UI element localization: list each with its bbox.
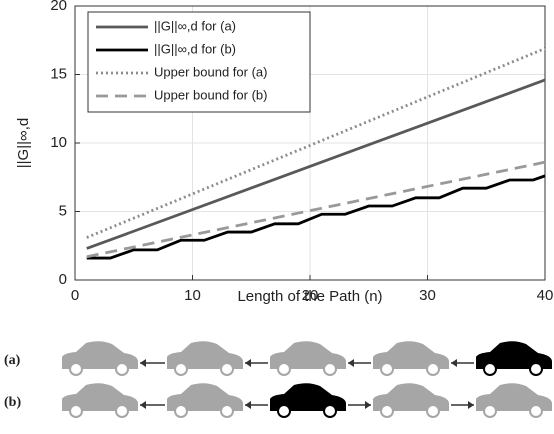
y-tick-label: 0	[59, 271, 67, 288]
series-line	[86, 174, 546, 260]
car	[270, 341, 346, 369]
car-wheel	[174, 404, 188, 418]
car-wheel	[483, 362, 497, 376]
legend-label: ||G||∞,d for (b)	[154, 41, 236, 56]
car	[373, 341, 449, 369]
arrow-head	[245, 401, 251, 409]
y-tick-label: 20	[50, 0, 67, 14]
legend-label: Upper bound for (b)	[154, 87, 267, 102]
row-label: (a)	[4, 353, 21, 368]
car	[167, 341, 243, 369]
car-wheel	[69, 362, 83, 376]
x-tick-label: 0	[71, 287, 79, 304]
series-line	[86, 160, 546, 259]
x-tick-label: 40	[537, 287, 554, 304]
car-wheel	[529, 404, 543, 418]
car-wheel	[277, 362, 291, 376]
x-tick-label: 30	[419, 287, 436, 304]
legend-label: ||G||∞,d for (a)	[154, 18, 236, 33]
car-wheel	[174, 362, 188, 376]
car	[270, 383, 346, 411]
row-label: (b)	[4, 395, 21, 410]
car-wheel	[426, 404, 440, 418]
arrow-head	[245, 359, 251, 367]
car-wheel	[380, 404, 394, 418]
x-tick-label: 20	[302, 287, 319, 304]
arrow-head	[140, 359, 146, 367]
y-axis-label: ||G||∞,d	[15, 118, 32, 168]
arrow-head	[468, 401, 474, 409]
car	[62, 383, 138, 411]
x-axis-label: Length of the Path (n)	[237, 288, 382, 305]
car	[167, 383, 243, 411]
arrow-head	[348, 359, 354, 367]
y-tick-label: 5	[59, 202, 67, 219]
car	[476, 341, 552, 369]
y-tick-label: 10	[50, 134, 67, 151]
y-tick-label: 15	[50, 65, 67, 82]
arrow-head	[451, 359, 457, 367]
car-wheel	[323, 362, 337, 376]
car-wheel	[277, 404, 291, 418]
car-wheel	[115, 404, 129, 418]
legend-label: Upper bound for (a)	[154, 64, 267, 79]
car	[373, 383, 449, 411]
series-line	[86, 78, 546, 250]
car-wheel	[426, 362, 440, 376]
car-wheel	[220, 362, 234, 376]
x-tick-label: 10	[184, 287, 201, 304]
car-wheel	[69, 404, 83, 418]
car-wheel	[380, 362, 394, 376]
car-wheel	[529, 362, 543, 376]
arrow-head	[140, 401, 146, 409]
car-wheel	[115, 362, 129, 376]
car-wheel	[483, 404, 497, 418]
car-wheel	[323, 404, 337, 418]
car	[476, 383, 552, 411]
car	[62, 341, 138, 369]
arrow-head	[365, 401, 371, 409]
car-wheel	[220, 404, 234, 418]
plot-frame	[74, 5, 546, 281]
